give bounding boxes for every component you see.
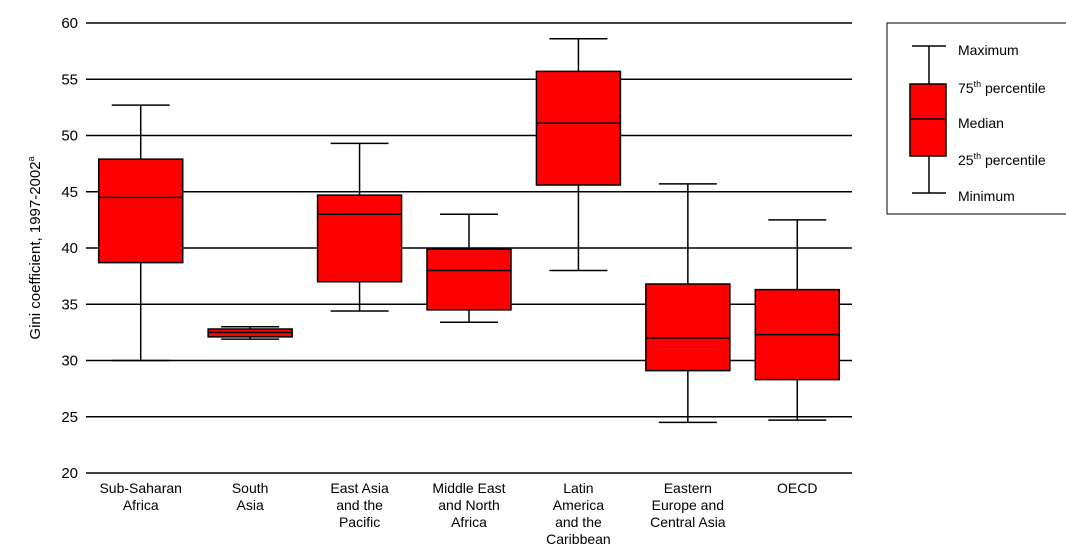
legend-75th-percentile: 75th percentile [958, 79, 1046, 96]
box-1 [207, 326, 293, 340]
legend: Maximum 75th percentile Median 25th perc… [886, 22, 1066, 215]
category-label-line: and the [336, 497, 383, 513]
legend-25th-percentile: 25th percentile [958, 151, 1046, 168]
category-label-0: Sub-Saharan Africa [99, 480, 182, 513]
category-label-line: Sub-Saharan [99, 480, 182, 496]
iqr-box [535, 70, 622, 186]
category-label-5: Eastern Europe and Central Asia [650, 480, 726, 530]
category-label-line: and North [438, 497, 499, 513]
y-axis-title-superscript: a [26, 156, 36, 161]
category-label-line: Pacific [339, 514, 380, 530]
y-axis-title-text: Gini coefficient, 1997-2002 [27, 161, 44, 339]
category-label-1: South Asia [232, 480, 269, 513]
category-label-line: and the [555, 514, 602, 530]
legend-box [909, 83, 947, 157]
category-label-line: Eastern [664, 480, 712, 496]
category-label-4: Latin America and the Caribbean [546, 480, 611, 547]
legend-25th-number: 25 [958, 152, 974, 168]
category-label-line: East Asia [330, 480, 389, 496]
y-axis-ticks: 20 25 30 35 40 45 50 55 60 [61, 15, 78, 482]
category-label-line: Caribbean [546, 531, 611, 547]
category-label-line: South [232, 480, 269, 496]
box-0 [97, 104, 184, 362]
y-tick-label-30: 30 [61, 353, 78, 370]
iqr-box [97, 158, 184, 264]
box-2 [316, 142, 403, 312]
category-label-line: Middle East [432, 480, 505, 496]
legend-minimum: Minimum [958, 188, 1015, 204]
y-tick-label-40: 40 [61, 240, 78, 257]
box-plot-series [97, 38, 841, 424]
y-tick-label-50: 50 [61, 128, 78, 145]
legend-75th-text: percentile [981, 80, 1046, 96]
box-5 [645, 183, 731, 424]
category-label-2: East Asia and the Pacific [330, 480, 389, 530]
y-tick-label-55: 55 [61, 71, 78, 88]
category-label-line: Latin [563, 480, 593, 496]
category-label-line: America [553, 497, 605, 513]
box-4 [535, 38, 622, 272]
box-6 [754, 219, 841, 421]
box-3 [426, 213, 512, 323]
category-label-3: Middle East and North Africa [432, 480, 505, 530]
y-tick-label-35: 35 [61, 296, 78, 313]
legend-maximum: Maximum [958, 42, 1019, 58]
legend-median: Median [958, 115, 1004, 131]
legend-75th-number: 75 [958, 80, 974, 96]
category-label-line: Africa [451, 514, 487, 530]
y-tick-label-25: 25 [61, 409, 78, 426]
category-label-6: OECD [777, 480, 817, 496]
legend-75th-superscript: th [974, 79, 982, 89]
category-label-line: Central Asia [650, 514, 726, 530]
y-axis-title: Gini coefficient, 1997-2002a [26, 156, 44, 339]
legend-25th-text: percentile [981, 152, 1046, 168]
iqr-box [316, 194, 403, 283]
legend-25th-superscript: th [974, 151, 982, 161]
y-tick-label-45: 45 [61, 184, 78, 201]
y-tick-label-60: 60 [61, 15, 78, 32]
category-label-line: OECD [777, 480, 817, 496]
y-tick-label-20: 20 [61, 465, 78, 482]
category-label-line: Asia [237, 497, 264, 513]
iqr-box [645, 283, 731, 372]
category-label-line: Europe and [652, 497, 724, 513]
category-label-line: Africa [123, 497, 159, 513]
iqr-box [426, 248, 512, 311]
